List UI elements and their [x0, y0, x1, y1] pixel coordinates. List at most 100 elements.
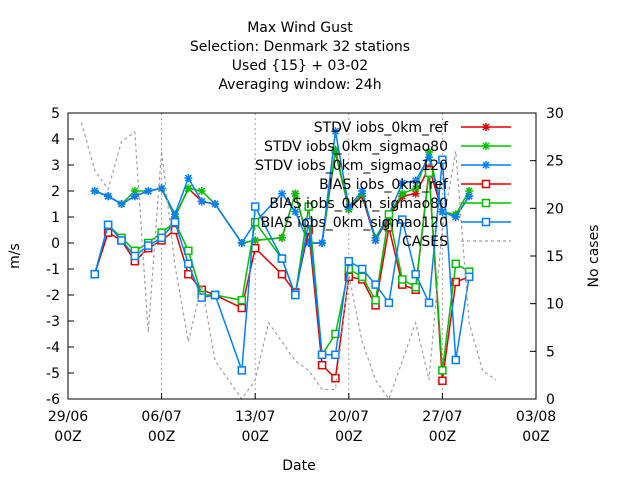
- data-point-series-3: [237, 303, 247, 313]
- data-point-series-1: [465, 187, 474, 195]
- data-point-series-1: [277, 233, 286, 242]
- data-point-series-1: [184, 184, 193, 193]
- y2-tick-label: 10: [546, 297, 564, 313]
- data-point-series-2: [90, 187, 99, 195]
- data-point-series-5: [438, 155, 447, 165]
- y-tick-label: 2: [51, 184, 60, 200]
- data-point-series-2: [130, 192, 139, 201]
- legend-label: BIAS iobs_0km_ref: [319, 177, 449, 193]
- chart-title-line: Max Wind Gust: [247, 20, 353, 36]
- y2-tick-label: 30: [546, 106, 564, 122]
- y-tick-label: -6: [46, 392, 60, 408]
- data-point-series-0: [411, 189, 420, 198]
- legend-marker-0: [482, 123, 490, 131]
- data-point-series-5: [371, 280, 380, 289]
- data-point-series-4: [398, 275, 407, 284]
- data-point-series-5: [317, 350, 327, 360]
- data-point-series-2: [170, 210, 179, 219]
- data-point-series-5: [117, 236, 126, 245]
- data-point-series-1: [197, 187, 206, 195]
- chart-title-line: Used {15} + 03-02: [232, 58, 368, 74]
- data-point-series-2: [211, 200, 220, 208]
- legend-marker-1: [482, 142, 490, 150]
- data-point-series-2: [318, 239, 327, 247]
- x-tick-label-time: 00Z: [54, 429, 81, 445]
- data-point-series-2: [451, 213, 460, 221]
- data-point-series-5: [277, 254, 287, 263]
- y2-tick-label: 15: [546, 249, 564, 265]
- data-point-series-5: [184, 259, 193, 269]
- y2-tick-label: 25: [546, 154, 564, 170]
- data-point-series-5: [170, 217, 180, 227]
- y2-axis-label: No cases: [586, 225, 602, 288]
- series-group: [80, 122, 497, 401]
- data-point-series-2: [411, 176, 420, 185]
- data-point-series-5: [384, 298, 394, 308]
- data-point-series-4: [184, 246, 193, 256]
- data-point-series-5: [398, 215, 407, 224]
- x-tick-label-time: 00Z: [335, 429, 362, 445]
- x-tick-label-date: 06/07: [141, 409, 181, 425]
- data-point-series-2: [237, 239, 246, 247]
- x-tick-label-date: 13/07: [235, 409, 275, 425]
- data-point-series-5: [411, 269, 420, 279]
- data-point-series-1: [411, 184, 420, 193]
- data-point-series-5: [210, 290, 220, 300]
- y-tick-label: -1: [46, 262, 60, 278]
- data-point-series-5: [424, 298, 434, 308]
- data-point-series-5: [157, 233, 166, 243]
- y-tick-label: -4: [46, 340, 60, 356]
- data-point-series-2: [465, 192, 474, 201]
- data-point-series-4: [344, 264, 354, 274]
- legend-label: STDV iobs_0km_sigmao80: [264, 139, 448, 155]
- y-tick-label: -5: [46, 366, 60, 382]
- x-tick-label-date: 27/07: [422, 409, 462, 425]
- data-point-series-5: [130, 251, 140, 261]
- chart-title-line: Averaging window: 24h: [218, 77, 381, 93]
- y-axis-label: m/s: [7, 243, 23, 269]
- data-point-series-5: [304, 217, 313, 227]
- data-point-series-4: [411, 282, 420, 292]
- data-point-series-4: [384, 210, 394, 219]
- x-tick-label-time: 00Z: [241, 429, 268, 445]
- data-point-series-4: [424, 168, 434, 178]
- legend-marker-2: [482, 161, 490, 169]
- chart-title-line: Selection: Denmark 32 stations: [190, 39, 410, 55]
- y-tick-label: -2: [46, 288, 60, 304]
- data-point-series-3: [438, 376, 447, 386]
- data-point-series-2: [104, 192, 113, 201]
- x-tick-label-date: 29/06: [48, 409, 88, 425]
- data-point-series-5: [464, 272, 474, 282]
- data-point-series-2: [144, 187, 153, 195]
- data-point-series-5: [357, 264, 367, 274]
- y-tick-label: 3: [51, 158, 60, 174]
- data-point-series-2: [358, 187, 367, 195]
- data-point-series-2: [184, 174, 193, 182]
- data-point-series-1: [291, 189, 300, 198]
- data-point-series-3: [384, 223, 394, 232]
- data-point-series-4: [250, 217, 260, 227]
- y-tick-label: 4: [51, 132, 60, 148]
- y-tick-label: 5: [51, 106, 60, 122]
- data-point-series-5: [237, 366, 247, 375]
- x-tick-label-date: 20/07: [329, 409, 369, 425]
- data-point-series-3: [317, 360, 327, 370]
- y-tick-label: -3: [46, 314, 60, 330]
- y2-tick-label: 0: [546, 392, 555, 408]
- data-point-series-2: [291, 207, 300, 216]
- y2-tick-label: 20: [546, 201, 564, 217]
- legend-label: BIAS iobs_0km_sigmao80: [269, 196, 448, 212]
- data-point-series-5: [344, 256, 354, 266]
- data-point-series-2: [371, 236, 380, 245]
- data-point-series-2: [277, 189, 286, 198]
- axis-ticks: -6 -5 -4 -3 -2 -1 0 1 2 3 4 5 0 5 10 15 20 25 30 29/06 00Z 06…: [46, 106, 564, 445]
- data-point-series-3: [103, 228, 113, 237]
- data-point-series-2: [398, 179, 407, 188]
- data-point-series-5: [90, 269, 99, 279]
- data-point-series-5: [291, 290, 300, 300]
- legend-label: BIAS iobs_0km_sigmao120: [260, 215, 448, 231]
- data-point-series-5: [250, 202, 260, 211]
- chart-title-group: Max Wind Gust Selection: Denmark 32 stati…: [190, 20, 410, 93]
- x-tick-label-time: 00Z: [522, 429, 549, 445]
